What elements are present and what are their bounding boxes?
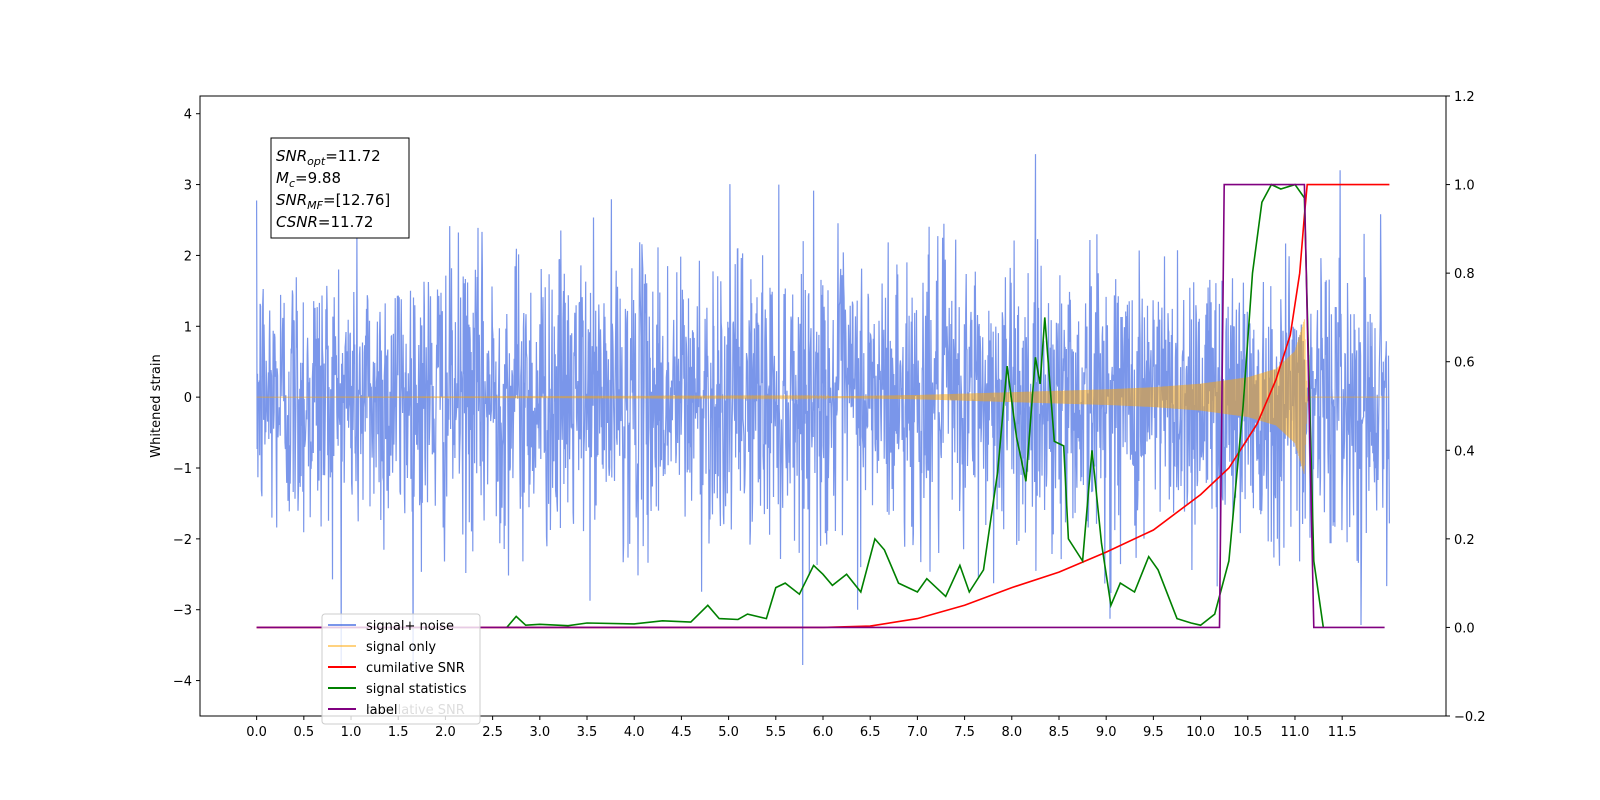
annotation-line: SNRMF=[12.76] (276, 191, 390, 212)
y2-tick-label: 0.0 (1454, 621, 1475, 636)
x-tick-label: 7.5 (954, 725, 975, 740)
y-tick-label: −1 (173, 462, 192, 477)
y2-tick-label: 1.0 (1454, 179, 1475, 194)
y2-tick-label: 0.8 (1454, 267, 1475, 282)
x-tick-label: 7.0 (907, 725, 928, 740)
x-axis: 0.0 0.5 1.0 1.5 2.0 2.5 3.0 3.5 4.0 4.5 5.0 5.5 6.0 6… (246, 716, 1357, 740)
x-tick-label: 11.0 (1280, 725, 1309, 740)
x-tick-label: 8.0 (1001, 725, 1022, 740)
series-signal-statistics (506, 183, 1325, 628)
annotation-line: SNRopt=11.72 (276, 147, 381, 168)
x-tick-label: 5.5 (765, 725, 786, 740)
x-tick-label: 6.5 (860, 725, 881, 740)
legend-label: signal statistics (366, 682, 467, 697)
y-tick-label: 4 (184, 108, 192, 123)
legend-label: signal+ noise (366, 619, 454, 634)
y2-tick-label: 1.2 (1454, 90, 1475, 105)
x-tick-label: 10.5 (1233, 725, 1262, 740)
stats-annotation-box: SNRopt=11.72Mc=9.88SNRMF=[12.76]CSNR=11.… (270, 137, 410, 239)
y2-tick-label: 0.2 (1454, 533, 1475, 548)
y-tick-label: 0 (184, 391, 192, 406)
legend-label: cumilative SNR (366, 661, 465, 676)
legend-ghost-text: cumilative SNR (366, 703, 465, 718)
x-tick-label: 3.5 (577, 725, 598, 740)
y2-tick-label: −0.2 (1454, 710, 1486, 725)
legend-label: label (366, 703, 397, 718)
x-tick-label: 6.0 (813, 725, 834, 740)
x-tick-label: 0.5 (293, 725, 314, 740)
x-tick-label: 2.0 (435, 725, 456, 740)
y-tick-label: −2 (173, 533, 192, 548)
x-tick-label: 0.0 (246, 725, 267, 740)
x-tick-label: 4.5 (671, 725, 692, 740)
x-tick-label: 3.0 (529, 725, 550, 740)
x-tick-label: 9.5 (1143, 725, 1164, 740)
series-layer (256, 154, 1390, 666)
x-tick-label: 9.0 (1096, 725, 1117, 740)
x-tick-label: 5.0 (718, 725, 739, 740)
y-tick-label: −4 (173, 675, 192, 690)
annotation-line: CSNR=11.72 (276, 213, 373, 231)
legend-label: signal only (366, 640, 436, 655)
x-tick-label: 11.5 (1328, 725, 1357, 740)
series-signal-only (256, 319, 1390, 474)
y2-tick-label: 0.6 (1454, 356, 1475, 371)
y-axis-left: −4 −3 −2 −1 0 1 2 3 4 (173, 108, 200, 690)
x-tick-label: 10.0 (1186, 725, 1215, 740)
x-tick-label: 4.0 (624, 725, 645, 740)
series-cumilative-snr (256, 183, 1390, 629)
x-tick-label: 1.5 (388, 725, 409, 740)
legend: cumilative SNR signal+ noise signal only c… (321, 613, 481, 725)
plot-area (256, 154, 1390, 666)
y-tick-label: 3 (184, 179, 192, 194)
y-axis-right: −0.2 0.0 0.2 0.4 0.6 0.8 1.0 1.2 (1446, 90, 1486, 725)
x-tick-label: 2.5 (482, 725, 503, 740)
y-axis-label: Whitened strain (149, 354, 164, 457)
x-tick-label: 8.5 (1049, 725, 1070, 740)
y2-tick-label: 0.4 (1454, 444, 1475, 459)
x-tick-label: 1.0 (341, 725, 362, 740)
y-tick-label: 1 (184, 320, 192, 335)
legend-frame (321, 613, 481, 725)
annotation-line: Mc=9.88 (276, 169, 341, 190)
y-tick-label: 2 (184, 249, 192, 264)
y-tick-label: −3 (173, 604, 192, 619)
series-label (256, 183, 1385, 629)
